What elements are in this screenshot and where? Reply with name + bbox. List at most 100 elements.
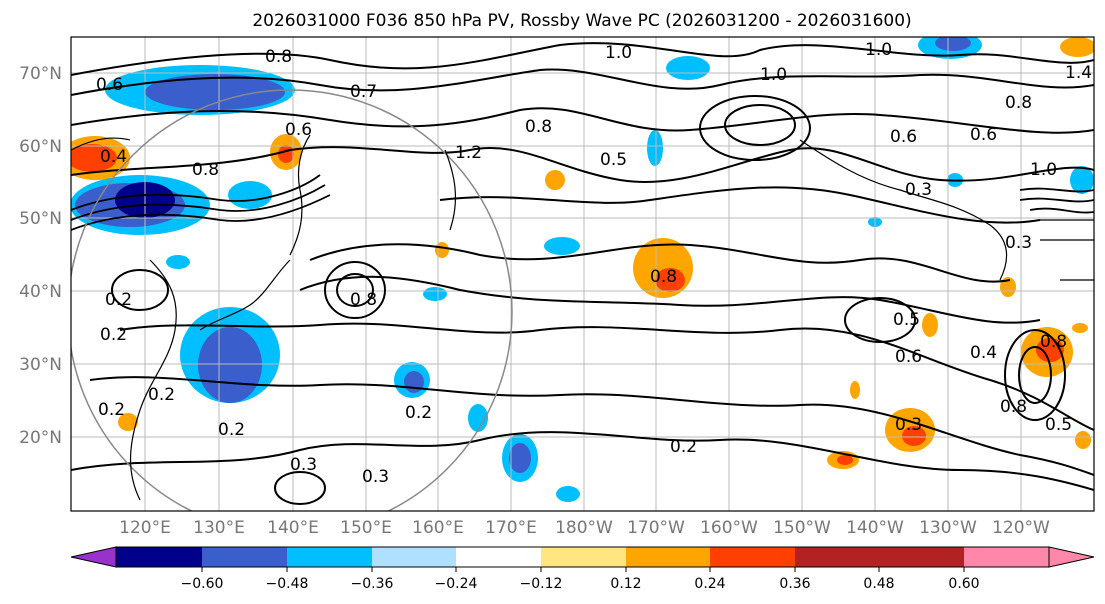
contour-label: 0.8 <box>650 267 677 287</box>
neg-anomaly <box>145 74 285 110</box>
contour-label: 0.2 <box>105 290 132 310</box>
contour-label: 0.6 <box>285 120 312 140</box>
lat-tick-label: 40°N <box>19 282 62 302</box>
contour-label: 0.2 <box>100 325 127 345</box>
lat-axis: 70°N 60°N 50°N 40°N 30°N 20°N <box>19 64 62 448</box>
colorbar-tick-label: 0.48 <box>863 576 894 592</box>
colorbar-segment <box>710 547 795 567</box>
lon-axis: 120°E 130°E 140°E 150°E 160°E 170°E 180°… <box>119 518 1050 538</box>
contour-label: 0.2 <box>218 420 245 440</box>
lon-tick-label: 160°W <box>700 518 758 538</box>
pos-anomaly <box>545 170 565 190</box>
contour-label: 1.4 <box>1065 63 1092 83</box>
contour-label: 0.2 <box>98 400 125 420</box>
pv-contours <box>71 42 1094 505</box>
pos-anomaly <box>1075 431 1091 449</box>
colorbar-ticks <box>201 567 965 572</box>
pos-anomaly <box>1072 323 1088 333</box>
pos-anomaly <box>1000 277 1016 297</box>
neg-anomaly <box>666 56 710 80</box>
colorbar-tick-label: −0.48 <box>266 576 309 592</box>
colorbar-tick-label: 0.24 <box>694 576 725 592</box>
colorbar-segment <box>795 547 879 567</box>
colorbar-segment <box>541 547 626 567</box>
lat-tick-label: 70°N <box>19 64 62 84</box>
map-frame <box>70 36 1095 512</box>
colorbar-tick-label: 0.60 <box>948 576 979 592</box>
contour-labels: 0.6 0.4 0.8 1.0 0.7 0.6 1.0 0.8 1.0 0.6 … <box>96 40 1092 487</box>
contour-label: 0.8 <box>1000 397 1027 417</box>
lat-tick-label: 30°N <box>19 355 62 375</box>
colorbar-tick-label: −0.12 <box>520 576 563 592</box>
neg-anomaly <box>468 404 488 432</box>
pos-anomaly <box>118 413 138 431</box>
contour-label: 0.4 <box>970 343 997 363</box>
colorbar-segment <box>964 547 1049 567</box>
neg-anomaly <box>166 255 190 269</box>
contour-label: 0.8 <box>192 160 219 180</box>
contour-label: 0.7 <box>350 82 377 102</box>
lat-tick-label: 20°N <box>19 428 62 448</box>
contour-label: 0.2 <box>670 437 697 457</box>
colorbar-tick-label: 0.12 <box>610 576 641 592</box>
lon-tick-label: 120°W <box>992 518 1050 538</box>
neg-anomaly <box>509 443 531 473</box>
pv-shading <box>71 37 1094 502</box>
neg-anomaly <box>544 237 580 255</box>
contour-label: 0.8 <box>1005 93 1032 113</box>
neg-anomaly <box>1070 166 1094 194</box>
contour-label: 0.5 <box>1045 415 1072 435</box>
contour-label: 1.0 <box>865 40 892 60</box>
neg-anomaly <box>647 130 663 166</box>
contour-label: 0.3 <box>1005 233 1032 253</box>
lon-tick-label: 180°W <box>555 518 613 538</box>
colorbar-extension-left <box>70 546 117 568</box>
contour-label: 0.5 <box>600 150 627 170</box>
lat-tick-label: 60°N <box>19 137 62 157</box>
lon-tick-label: 150°W <box>773 518 831 538</box>
colorbar: −0.60 −0.48 −0.36 −0.24 −0.12 0.12 0.24 … <box>70 546 1095 592</box>
contour-label: 1.2 <box>455 143 482 163</box>
colorbar-tick-label: −0.60 <box>181 576 224 592</box>
lon-tick-label: 130°E <box>193 518 245 538</box>
lon-tick-label: 140°W <box>846 518 904 538</box>
lon-tick-label: 170°E <box>485 518 537 538</box>
colorbar-segment <box>202 547 287 567</box>
pos-anomaly <box>435 242 449 258</box>
lat-tick-label: 50°N <box>19 209 62 229</box>
neg-anomaly <box>228 181 272 209</box>
contour-label: 1.0 <box>605 43 632 63</box>
colorbar-extension-right <box>1048 546 1095 568</box>
contour-label: 0.8 <box>525 117 552 137</box>
neg-anomaly <box>935 37 971 51</box>
contour-label: 0.8 <box>1040 332 1067 352</box>
lon-tick-label: 120°E <box>119 518 171 538</box>
contour-label: 0.2 <box>405 403 432 423</box>
contour-label: 0.6 <box>96 75 123 95</box>
pos-anomaly <box>655 268 685 292</box>
contour-label: 0.6 <box>970 125 997 145</box>
colorbar-segment <box>456 547 541 567</box>
colorbar-tick-label: −0.36 <box>351 576 394 592</box>
colorbar-frame <box>115 546 1050 568</box>
colorbar-segment <box>372 547 456 567</box>
contour-label: 0.8 <box>265 47 292 67</box>
pos-anomaly <box>850 381 860 399</box>
pos-anomaly <box>922 313 938 337</box>
contour-label: 0.4 <box>100 147 127 167</box>
contour-label: 0.5 <box>893 310 920 330</box>
pos-anomaly <box>278 145 294 163</box>
contour-label: 0.3 <box>905 180 932 200</box>
neg-anomaly <box>198 327 262 403</box>
pos-anomaly <box>902 426 926 446</box>
pos-anomaly <box>71 144 117 172</box>
contour-label: 0.8 <box>350 290 377 310</box>
contour-label: 0.6 <box>895 347 922 367</box>
colorbar-segment <box>116 547 202 567</box>
chart-title: 2026031000 F036 850 hPa PV, Rossby Wave … <box>252 11 911 31</box>
contour-label: 0.6 <box>890 127 917 147</box>
lon-tick-label: 160°E <box>412 518 464 538</box>
lon-tick-label: 150°E <box>340 518 392 538</box>
contour-label: 0.3 <box>290 455 317 475</box>
